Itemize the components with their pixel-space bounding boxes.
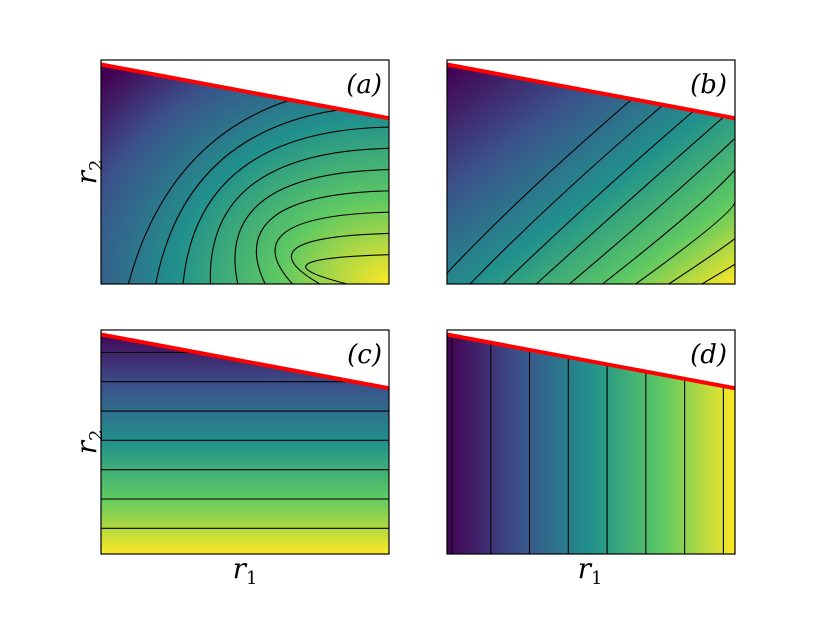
contour-line [701, 263, 735, 284]
contour-line [290, 232, 389, 284]
contour-line [602, 169, 735, 284]
axes-frame [100, 329, 390, 555]
contour-line [255, 190, 389, 284]
panel-a-plot [100, 59, 390, 285]
panel-d: (d) r1 [446, 329, 736, 589]
panel-c-ylabel: r2 [70, 430, 107, 455]
contour-line [535, 106, 735, 284]
panel-a: (a) r2 [70, 59, 390, 285]
panel-c-plot [100, 329, 390, 555]
boundary-line [100, 62, 390, 121]
contour-line [635, 201, 735, 284]
contour-line [305, 254, 389, 284]
panel-d-plot [446, 329, 736, 555]
boundary-line [100, 332, 390, 391]
contour-line [209, 147, 389, 284]
panel-b-label: (b) [690, 70, 727, 100]
contour-lines [127, 83, 389, 284]
panel-c-xlabel: r1 [233, 552, 258, 589]
contour-line [569, 137, 735, 284]
panel-c-label: (c) [347, 340, 382, 370]
contour-line [668, 231, 735, 284]
contour-line [274, 211, 389, 284]
panel-b-plot [446, 59, 736, 285]
axes-frame [100, 59, 390, 285]
boundary-line [446, 332, 736, 391]
panel-d-label: (d) [690, 340, 727, 370]
axes-frame [446, 59, 736, 285]
boundary-line [446, 62, 736, 121]
contour-line [234, 169, 389, 284]
axes-frame [446, 329, 736, 555]
panel-c: (c) r2 r1 [70, 329, 390, 589]
panel-a-label: (a) [346, 70, 382, 100]
contour-line [182, 126, 389, 284]
panel-b: (b) [446, 59, 736, 285]
contour-line [447, 60, 679, 274]
panel-a-ylabel: r2 [70, 160, 107, 185]
panel-d-xlabel: r1 [578, 552, 603, 589]
